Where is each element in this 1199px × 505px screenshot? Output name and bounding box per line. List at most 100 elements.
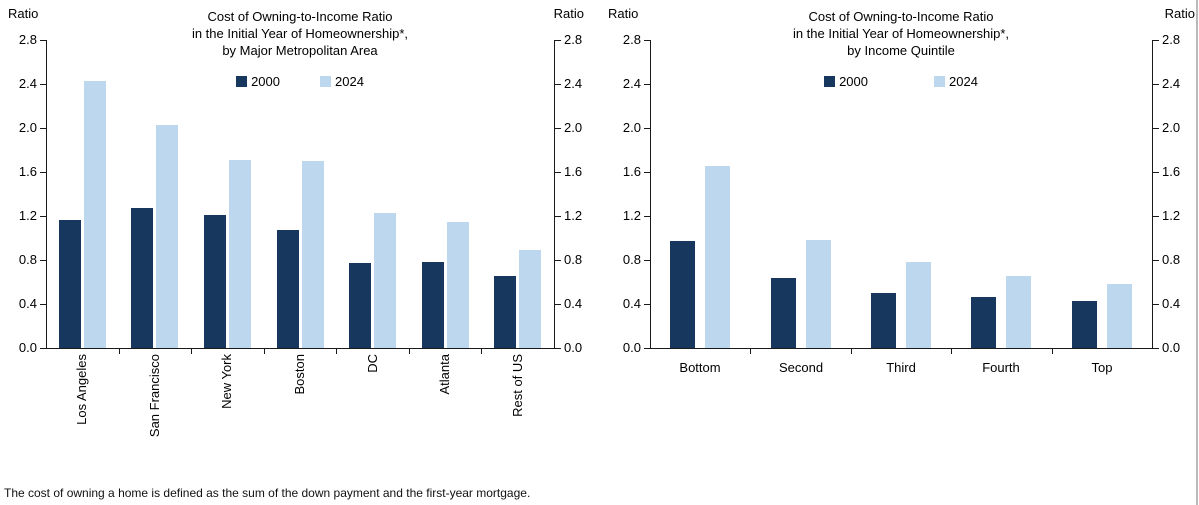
x-category-label-top: Top — [1091, 360, 1113, 375]
chart-title-line: by Major Metropolitan Area — [222, 43, 378, 58]
legend-item-2000: 2000 — [236, 74, 280, 89]
bar-2024-third — [906, 262, 931, 348]
y-tick-label-right: 2.0 — [564, 120, 583, 135]
y-tick-mark-left — [40, 172, 46, 173]
y-tick-label-right: 1.6 — [564, 164, 583, 179]
y-tick-label-right: 0.0 — [1162, 340, 1181, 355]
y-tick-label-left: 2.0 — [622, 120, 641, 135]
y-tick-mark-right — [1153, 304, 1159, 305]
legend-item-2024: 2024 — [320, 74, 364, 89]
y-tick-label-left: 1.2 — [622, 208, 641, 223]
chart-title-line: in the Initial Year of Homeownership*, — [792, 26, 1010, 41]
y-tick-mark-right — [1153, 172, 1159, 173]
y-tick-label-right: 2.8 — [1162, 32, 1181, 47]
footnote: The cost of owning a home is defined as … — [4, 486, 531, 500]
y-tick-mark-right — [1153, 84, 1159, 85]
y-tick-label-right: 0.4 — [1162, 296, 1181, 311]
y-tick-label-left: 1.6 — [622, 164, 641, 179]
bar-2024-atlanta — [447, 222, 469, 348]
y-tick-label-right: 1.2 — [564, 208, 583, 223]
bar-2024-dc — [374, 213, 396, 348]
x-category-label-bottom: Bottom — [679, 360, 721, 375]
bar-2000-fourth — [971, 297, 996, 348]
bar-2000-second — [771, 278, 796, 348]
x-tick-mark — [264, 349, 265, 354]
bar-2000-new-york — [204, 215, 226, 348]
y-tick-mark-left — [644, 84, 650, 85]
bar-2024-rest-of-us — [519, 250, 541, 348]
x-axis-line — [650, 348, 1153, 349]
y-tick-mark-left — [644, 172, 650, 173]
bar-2024-new-york — [229, 160, 251, 348]
y-tick-mark-right — [555, 260, 561, 261]
bar-2024-top — [1107, 284, 1132, 348]
x-tick-mark — [1052, 349, 1053, 354]
y-axis-title-right: Ratio — [1164, 6, 1195, 21]
x-tick-mark — [481, 349, 482, 354]
y-tick-mark-left — [40, 84, 46, 85]
chart-income-quintile: Ratio Ratio Cost of Owning-to-Income Ratio… — [600, 0, 1199, 480]
x-tick-mark — [750, 349, 751, 354]
x-category-label-los-angeles: Los Angeles — [74, 354, 89, 425]
bar-2024-boston — [302, 161, 324, 348]
y-axis-right-line — [1152, 40, 1153, 348]
y-tick-label-left: 2.0 — [18, 120, 37, 135]
y-tick-label-right: 1.6 — [1162, 164, 1181, 179]
x-category-label-rest-of-us: Rest of US — [510, 354, 525, 417]
bar-2000-third — [871, 293, 896, 348]
x-tick-mark — [409, 349, 410, 354]
y-tick-mark-right — [555, 84, 561, 85]
y-tick-mark-left — [40, 40, 46, 41]
x-category-label-boston: Boston — [292, 354, 307, 395]
x-tick-mark — [191, 349, 192, 354]
y-tick-label-left: 0.4 — [18, 296, 37, 311]
y-tick-mark-left — [644, 348, 650, 349]
y-tick-label-right: 2.0 — [1162, 120, 1181, 135]
y-tick-mark-right — [555, 172, 561, 173]
y-tick-label-left: 0.8 — [622, 252, 641, 267]
y-tick-label-right: 0.4 — [564, 296, 583, 311]
y-tick-label-left: 2.4 — [622, 76, 641, 91]
y-tick-label-right: 2.8 — [564, 32, 583, 47]
y-tick-label-right: 2.4 — [564, 76, 583, 91]
legend-label: 2000 — [839, 74, 868, 89]
y-tick-mark-right — [1153, 128, 1159, 129]
x-category-label-second: Second — [778, 360, 824, 375]
x-tick-mark — [336, 349, 337, 354]
x-axis-line — [46, 348, 555, 349]
image-edge-line — [1196, 0, 1198, 505]
y-axis-right-line — [554, 40, 555, 348]
y-tick-label-left: 1.6 — [18, 164, 37, 179]
y-axis-left-line — [650, 40, 651, 348]
y-tick-mark-right — [1153, 40, 1159, 41]
chart-title-line: Cost of Owning-to-Income Ratio — [808, 9, 994, 24]
y-axis-title-right: Ratio — [553, 6, 584, 21]
y-tick-label-left: 1.2 — [18, 208, 37, 223]
y-tick-label-left: 2.4 — [18, 76, 37, 91]
y-axis-left-line — [46, 40, 47, 348]
bar-2024-san-francisco — [156, 125, 178, 348]
y-tick-mark-right — [555, 40, 561, 41]
x-category-label-dc: DC — [365, 354, 380, 373]
y-tick-mark-left — [644, 304, 650, 305]
chart-title-line: by Income Quintile — [847, 43, 955, 58]
bar-2000-boston — [277, 230, 299, 348]
y-tick-mark-left — [40, 304, 46, 305]
bar-2024-second — [806, 240, 831, 348]
y-tick-mark-right — [1153, 216, 1159, 217]
legend-label: 2024 — [335, 74, 364, 89]
y-tick-mark-left — [40, 260, 46, 261]
y-tick-label-left: 2.8 — [622, 32, 641, 47]
y-tick-mark-right — [555, 348, 561, 349]
bar-2024-los-angeles — [84, 81, 106, 348]
chart-title: Cost of Owning-to-Income Ratio in the Ini… — [46, 8, 554, 59]
bar-2024-bottom — [705, 166, 730, 348]
x-tick-mark — [951, 349, 952, 354]
y-tick-mark-right — [555, 304, 561, 305]
y-axis-title-left: Ratio — [608, 6, 639, 21]
y-tick-mark-left — [644, 128, 650, 129]
bar-2024-fourth — [1006, 276, 1031, 348]
y-tick-mark-left — [40, 216, 46, 217]
chart-title-line: in the Initial Year of Homeownership*, — [191, 26, 409, 41]
